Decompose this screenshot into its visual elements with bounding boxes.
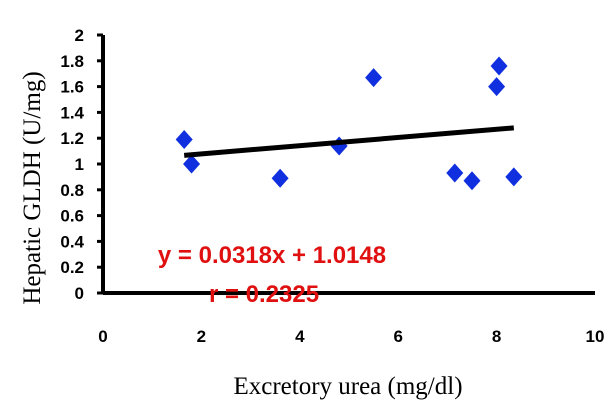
y-tick-label: 1.4 bbox=[60, 103, 84, 122]
x-axis-title: Excretory urea (mg/dl) bbox=[233, 373, 462, 400]
data-point-diamond bbox=[175, 129, 193, 149]
y-tick-label: 0.2 bbox=[60, 258, 84, 277]
data-points bbox=[175, 56, 523, 191]
x-tick-label: 4 bbox=[295, 327, 305, 346]
y-tick-label: 2 bbox=[75, 26, 84, 45]
y-tick-label: 1 bbox=[75, 155, 84, 174]
data-point-diamond bbox=[183, 154, 201, 174]
data-point-diamond bbox=[463, 171, 481, 191]
x-tick-label: 2 bbox=[197, 327, 206, 346]
data-point-diamond bbox=[446, 163, 464, 183]
y-axis-ticks: 0 0.2 0.4 0.6 0.8 1 1.2 1.4 1.6 1.8 2 bbox=[60, 26, 103, 303]
y-axis-title: Hepatic GLDH (U/mg) bbox=[19, 71, 46, 304]
y-tick-label: 1.8 bbox=[60, 52, 84, 71]
y-tick-label: 0.6 bbox=[60, 207, 84, 226]
x-tick-label: 10 bbox=[586, 327, 605, 346]
y-tick-label: 0.8 bbox=[60, 181, 84, 200]
trendline bbox=[183, 125, 515, 158]
data-point-diamond bbox=[505, 167, 523, 187]
y-tick-label: 1.2 bbox=[60, 129, 84, 148]
x-axis-ticks: 0 2 4 6 8 10 bbox=[98, 327, 604, 346]
y-tick-label: 0.4 bbox=[60, 232, 84, 251]
correlation-coefficient: r = 0.2325 bbox=[209, 281, 319, 308]
data-point-diamond bbox=[365, 68, 383, 88]
data-point-diamond bbox=[490, 56, 508, 76]
data-point-diamond bbox=[330, 136, 348, 156]
regression-equation: y = 0.0318x + 1.0148 bbox=[158, 242, 386, 269]
x-tick-label: 6 bbox=[393, 327, 402, 346]
x-tick-label: 0 bbox=[98, 327, 107, 346]
data-point-diamond bbox=[488, 77, 506, 97]
data-point-diamond bbox=[271, 168, 289, 188]
y-tick-label: 0 bbox=[75, 284, 84, 303]
x-tick-label: 8 bbox=[492, 327, 501, 346]
y-tick-label: 1.6 bbox=[60, 78, 84, 97]
